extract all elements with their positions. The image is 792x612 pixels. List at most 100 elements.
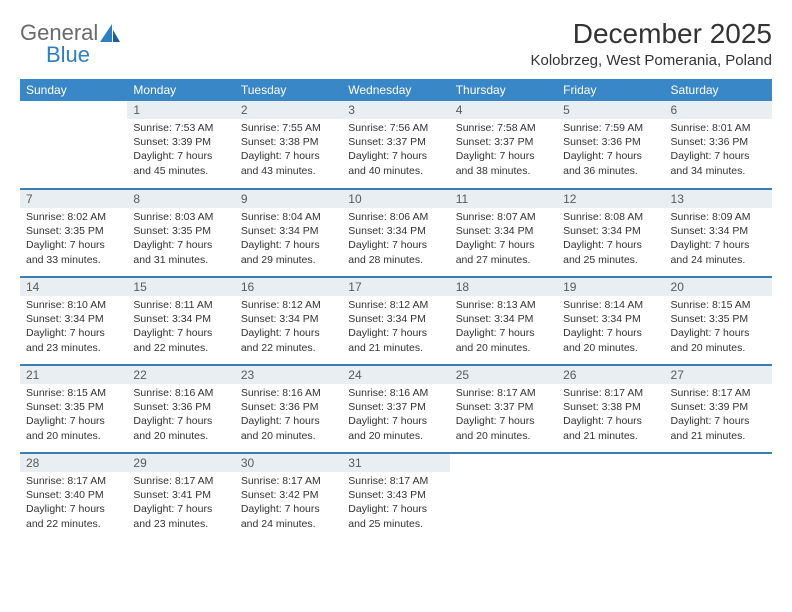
- calendar-body: 1Sunrise: 7:53 AMSunset: 3:39 PMDaylight…: [20, 101, 772, 541]
- day-info-line: Sunrise: 7:56 AM: [348, 121, 443, 135]
- calendar-day-cell: 12Sunrise: 8:08 AMSunset: 3:34 PMDayligh…: [557, 189, 664, 277]
- day-info-line: Sunrise: 8:15 AM: [671, 298, 766, 312]
- day-info-line: and 25 minutes.: [348, 517, 443, 531]
- day-info-line: Sunrise: 8:10 AM: [26, 298, 121, 312]
- day-info-line: and 40 minutes.: [348, 164, 443, 178]
- calendar-day-cell: 28Sunrise: 8:17 AMSunset: 3:40 PMDayligh…: [20, 453, 127, 541]
- day-content: Sunrise: 8:17 AMSunset: 3:39 PMDaylight:…: [665, 384, 772, 447]
- day-number: 12: [557, 190, 664, 208]
- day-number: 11: [450, 190, 557, 208]
- day-info-line: Sunset: 3:34 PM: [348, 312, 443, 326]
- day-info-line: and 20 minutes.: [456, 341, 551, 355]
- day-info-line: Daylight: 7 hours: [456, 238, 551, 252]
- day-info-line: Daylight: 7 hours: [241, 502, 336, 516]
- weekday-header: Saturday: [665, 79, 772, 101]
- calendar-head: SundayMondayTuesdayWednesdayThursdayFrid…: [20, 79, 772, 101]
- day-info-line: Sunrise: 8:01 AM: [671, 121, 766, 135]
- day-content: Sunrise: 8:17 AMSunset: 3:40 PMDaylight:…: [20, 472, 127, 535]
- day-content: Sunrise: 8:11 AMSunset: 3:34 PMDaylight:…: [127, 296, 234, 359]
- day-info-line: Daylight: 7 hours: [348, 149, 443, 163]
- day-info-line: and 25 minutes.: [563, 253, 658, 267]
- day-info-line: Sunrise: 8:04 AM: [241, 210, 336, 224]
- day-info-line: Sunrise: 8:09 AM: [671, 210, 766, 224]
- day-info-line: and 33 minutes.: [26, 253, 121, 267]
- calendar-week-row: 28Sunrise: 8:17 AMSunset: 3:40 PMDayligh…: [20, 453, 772, 541]
- day-info-line: Daylight: 7 hours: [348, 502, 443, 516]
- day-info-line: Sunrise: 8:06 AM: [348, 210, 443, 224]
- day-content: Sunrise: 8:16 AMSunset: 3:36 PMDaylight:…: [127, 384, 234, 447]
- day-info-line: Sunset: 3:40 PM: [26, 488, 121, 502]
- calendar-day-cell: 4Sunrise: 7:58 AMSunset: 3:37 PMDaylight…: [450, 101, 557, 189]
- day-info-line: and 45 minutes.: [133, 164, 228, 178]
- day-info-line: and 31 minutes.: [133, 253, 228, 267]
- day-content: Sunrise: 8:10 AMSunset: 3:34 PMDaylight:…: [20, 296, 127, 359]
- day-info-line: Sunset: 3:35 PM: [671, 312, 766, 326]
- day-info-line: and 21 minutes.: [671, 429, 766, 443]
- day-info-line: Sunrise: 8:16 AM: [348, 386, 443, 400]
- day-info-line: Daylight: 7 hours: [456, 414, 551, 428]
- day-content: Sunrise: 7:53 AMSunset: 3:39 PMDaylight:…: [127, 119, 234, 182]
- day-content: [450, 472, 557, 478]
- day-info-line: Sunrise: 8:12 AM: [348, 298, 443, 312]
- day-info-line: Daylight: 7 hours: [26, 414, 121, 428]
- day-info-line: Daylight: 7 hours: [133, 238, 228, 252]
- calendar-day-cell: 30Sunrise: 8:17 AMSunset: 3:42 PMDayligh…: [235, 453, 342, 541]
- day-info-line: Sunrise: 8:17 AM: [133, 474, 228, 488]
- day-info-line: and 20 minutes.: [456, 429, 551, 443]
- day-info-line: Sunset: 3:38 PM: [241, 135, 336, 149]
- day-number: 27: [665, 366, 772, 384]
- day-number: 5: [557, 101, 664, 119]
- calendar-day-cell: 10Sunrise: 8:06 AMSunset: 3:34 PMDayligh…: [342, 189, 449, 277]
- calendar-day-cell: 14Sunrise: 8:10 AMSunset: 3:34 PMDayligh…: [20, 277, 127, 365]
- calendar-day-cell: 11Sunrise: 8:07 AMSunset: 3:34 PMDayligh…: [450, 189, 557, 277]
- day-info-line: Sunrise: 8:07 AM: [456, 210, 551, 224]
- day-content: Sunrise: 7:58 AMSunset: 3:37 PMDaylight:…: [450, 119, 557, 182]
- day-info-line: Daylight: 7 hours: [26, 326, 121, 340]
- day-info-line: Sunset: 3:37 PM: [456, 135, 551, 149]
- day-content: Sunrise: 8:13 AMSunset: 3:34 PMDaylight:…: [450, 296, 557, 359]
- day-info-line: Sunrise: 8:03 AM: [133, 210, 228, 224]
- day-info-line: Daylight: 7 hours: [671, 326, 766, 340]
- calendar-day-cell: [557, 453, 664, 541]
- day-info-line: Daylight: 7 hours: [241, 149, 336, 163]
- day-info-line: Daylight: 7 hours: [133, 149, 228, 163]
- calendar-day-cell: 19Sunrise: 8:14 AMSunset: 3:34 PMDayligh…: [557, 277, 664, 365]
- day-info-line: Sunset: 3:36 PM: [671, 135, 766, 149]
- day-info-line: and 36 minutes.: [563, 164, 658, 178]
- brand-word-1: General: [20, 20, 98, 45]
- location-text: Kolobrzeg, West Pomerania, Poland: [530, 52, 772, 69]
- day-info-line: Sunrise: 8:14 AM: [563, 298, 658, 312]
- day-info-line: Daylight: 7 hours: [563, 414, 658, 428]
- day-info-line: Sunset: 3:36 PM: [563, 135, 658, 149]
- day-info-line: and 22 minutes.: [241, 341, 336, 355]
- weekday-header: Wednesday: [342, 79, 449, 101]
- day-info-line: and 22 minutes.: [26, 517, 121, 531]
- day-info-line: Sunset: 3:37 PM: [456, 400, 551, 414]
- day-number: 18: [450, 278, 557, 296]
- day-info-line: Sunset: 3:34 PM: [563, 312, 658, 326]
- day-content: Sunrise: 8:17 AMSunset: 3:37 PMDaylight:…: [450, 384, 557, 447]
- day-info-line: Sunset: 3:36 PM: [133, 400, 228, 414]
- calendar-day-cell: 24Sunrise: 8:16 AMSunset: 3:37 PMDayligh…: [342, 365, 449, 453]
- calendar-day-cell: 3Sunrise: 7:56 AMSunset: 3:37 PMDaylight…: [342, 101, 449, 189]
- day-number: 15: [127, 278, 234, 296]
- day-content: Sunrise: 8:16 AMSunset: 3:37 PMDaylight:…: [342, 384, 449, 447]
- day-number: 25: [450, 366, 557, 384]
- day-info-line: Sunrise: 8:17 AM: [456, 386, 551, 400]
- day-content: Sunrise: 8:17 AMSunset: 3:43 PMDaylight:…: [342, 472, 449, 535]
- day-info-line: Sunset: 3:34 PM: [26, 312, 121, 326]
- day-info-line: and 20 minutes.: [241, 429, 336, 443]
- day-number: 29: [127, 454, 234, 472]
- day-number: 26: [557, 366, 664, 384]
- calendar-week-row: 21Sunrise: 8:15 AMSunset: 3:35 PMDayligh…: [20, 365, 772, 453]
- calendar-day-cell: 31Sunrise: 8:17 AMSunset: 3:43 PMDayligh…: [342, 453, 449, 541]
- day-info-line: Sunrise: 8:17 AM: [26, 474, 121, 488]
- day-info-line: Sunset: 3:35 PM: [26, 400, 121, 414]
- day-info-line: Sunset: 3:34 PM: [671, 224, 766, 238]
- day-content: Sunrise: 8:07 AMSunset: 3:34 PMDaylight:…: [450, 208, 557, 271]
- day-info-line: Daylight: 7 hours: [133, 326, 228, 340]
- day-info-line: and 21 minutes.: [563, 429, 658, 443]
- sail-icon: [99, 23, 121, 48]
- day-content: [20, 119, 127, 125]
- day-content: Sunrise: 7:59 AMSunset: 3:36 PMDaylight:…: [557, 119, 664, 182]
